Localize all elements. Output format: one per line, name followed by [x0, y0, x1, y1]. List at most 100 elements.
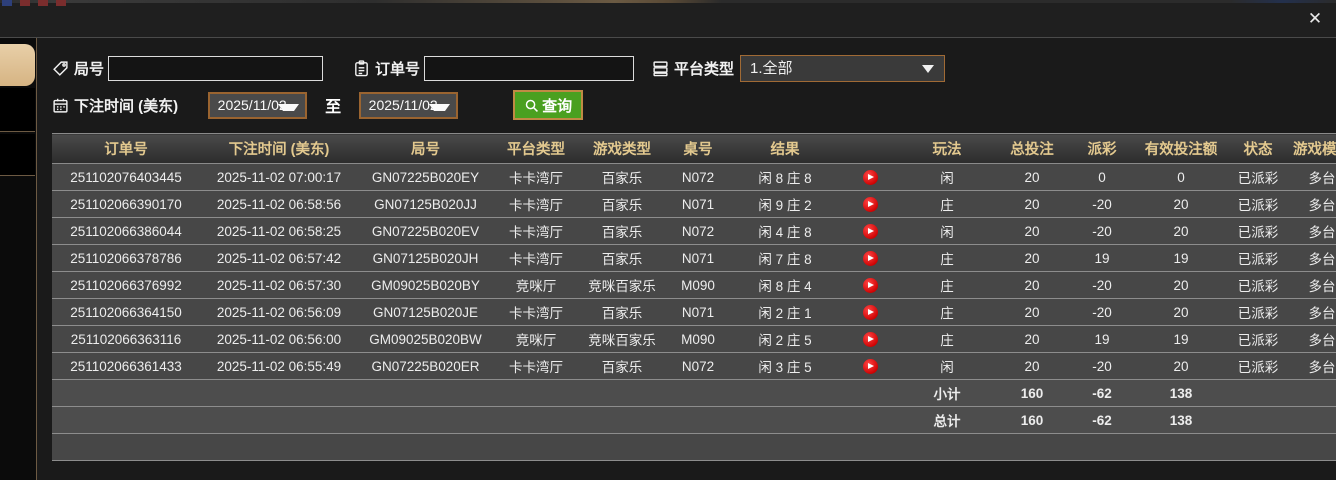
platform-type-selected-value: 1.全部	[750, 59, 793, 77]
summary-empty-cell	[731, 379, 839, 407]
title-bar-accent-strip	[0, 0, 1336, 3]
bet-time-from-datepicker[interactable]: 2025/11/02	[208, 91, 308, 119]
col-header-game-type[interactable]: 游戏类型	[579, 133, 665, 164]
col-header-order-no[interactable]: 订单号	[52, 133, 200, 164]
summary-empty-cell	[665, 379, 731, 407]
sidebar-active-tab[interactable]	[0, 44, 35, 86]
table-empty-row	[52, 433, 1336, 461]
cell-valid-bet: 0	[1133, 163, 1229, 191]
table-summary-row: 总计 160 -62 138	[52, 406, 1336, 434]
table-row[interactable]: 251102076403445 2025-11-02 07:00:17 GN0722…	[52, 163, 1336, 191]
cell-status: 已派彩	[1229, 217, 1287, 245]
cell-game-no: GM09025B020BY	[358, 271, 493, 299]
play-circle-icon[interactable]	[862, 277, 878, 293]
summary-empty-cell	[200, 406, 358, 434]
cell-valid-bet: 19	[1133, 325, 1229, 353]
sidebar-slot-1[interactable]	[0, 88, 35, 132]
cell-bet-time: 2025-11-02 07:00:17	[200, 163, 358, 191]
col-header-replay	[839, 133, 901, 164]
cell-result: 闲 3 庄 5	[731, 352, 839, 380]
cell-table-no: N071	[665, 190, 731, 218]
col-header-result[interactable]: 结果	[731, 133, 839, 164]
cell-payout: 19	[1071, 244, 1133, 272]
cell-result: 闲 8 庄 8	[731, 163, 839, 191]
cell-valid-bet: 20	[1133, 217, 1229, 245]
summary-empty-cell	[358, 379, 493, 407]
sidebar-slot-2[interactable]	[0, 134, 35, 176]
table-row[interactable]: 251102066361433 2025-11-02 06:55:49 GN0722…	[52, 352, 1336, 380]
play-circle-icon[interactable]	[862, 196, 878, 212]
platform-type-select[interactable]: 1.全部	[740, 54, 946, 82]
cell-payout: 0	[1071, 163, 1133, 191]
summary-label: 小计	[901, 379, 993, 407]
col-header-play[interactable]: 玩法	[901, 133, 993, 164]
cell-result: 闲 2 庄 1	[731, 298, 839, 326]
col-header-bet-time[interactable]: 下注时间 (美东)	[200, 133, 358, 164]
summary-empty-cell	[1229, 406, 1287, 434]
cell-total-bet: 20	[993, 325, 1071, 353]
cell-table-no: N071	[665, 244, 731, 272]
summary-empty-cell	[839, 379, 901, 407]
play-circle-icon[interactable]	[862, 223, 878, 239]
cell-order-no: 251102066378786	[52, 244, 200, 272]
table-row[interactable]: 251102066363116 2025-11-02 06:56:00 GM0902…	[52, 325, 1336, 353]
cell-game-type: 竞咪百家乐	[579, 271, 665, 299]
summary-empty-cell	[1287, 379, 1336, 407]
cell-result: 闲 4 庄 8	[731, 217, 839, 245]
cell-order-no: 251102066390170	[52, 190, 200, 218]
cell-result: 闲 9 庄 2	[731, 190, 839, 218]
summary-empty-cell	[839, 406, 901, 434]
close-icon[interactable]: ✕	[1307, 9, 1323, 28]
cell-mode: 多台	[1287, 325, 1336, 353]
cell-table-no: N072	[665, 217, 731, 245]
play-circle-icon[interactable]	[862, 331, 878, 347]
play-circle-icon[interactable]	[862, 250, 878, 266]
play-circle-icon[interactable]	[862, 358, 878, 374]
table-row[interactable]: 251102066378786 2025-11-02 06:57:42 GN0712…	[52, 244, 1336, 272]
cell-payout: -20	[1071, 352, 1133, 380]
game-no-label-group: 局号	[52, 58, 104, 79]
col-header-status[interactable]: 状态	[1229, 133, 1287, 164]
cell-game-type: 竞咪百家乐	[579, 325, 665, 353]
orders-table-container: 订单号 下注时间 (美东) 局号 平台类型 游戏类型 桌号 结果 玩法 总投注 …	[52, 133, 1336, 480]
cell-total-bet: 20	[993, 244, 1071, 272]
tag-icon	[52, 60, 69, 77]
summary-total-bet: 160	[993, 379, 1071, 407]
game-no-input[interactable]	[108, 55, 324, 81]
cell-order-no: 251102066386044	[52, 217, 200, 245]
cell-payout: -20	[1071, 190, 1133, 218]
cell-game-type: 百家乐	[579, 352, 665, 380]
play-circle-icon[interactable]	[862, 169, 878, 185]
summary-label: 总计	[901, 406, 993, 434]
orders-table: 订单号 下注时间 (美东) 局号 平台类型 游戏类型 桌号 结果 玩法 总投注 …	[52, 133, 1336, 461]
play-circle-icon[interactable]	[862, 304, 878, 320]
query-button[interactable]: 查询	[513, 90, 584, 120]
col-header-payout[interactable]: 派彩	[1071, 133, 1133, 164]
table-row[interactable]: 251102066386044 2025-11-02 06:58:25 GN0722…	[52, 217, 1336, 245]
table-row[interactable]: 251102066390170 2025-11-02 06:58:56 GN0712…	[52, 190, 1336, 218]
chevron-down-icon	[922, 64, 935, 73]
table-row[interactable]: 251102066364150 2025-11-02 06:56:09 GN0712…	[52, 298, 1336, 326]
cell-game-no: GN07225B020ER	[358, 352, 493, 380]
table-header-row: 订单号 下注时间 (美东) 局号 平台类型 游戏类型 桌号 结果 玩法 总投注 …	[52, 133, 1336, 164]
cell-platform: 卡卡湾厅	[493, 298, 579, 326]
cell-payout: -20	[1071, 298, 1133, 326]
date-range-separator: 至	[325, 99, 342, 116]
col-header-mode[interactable]: 游戏模式	[1287, 133, 1336, 164]
empty-cell	[1133, 433, 1229, 461]
cell-play: 庄	[901, 298, 993, 326]
col-header-table-no[interactable]: 桌号	[665, 133, 731, 164]
cell-platform: 卡卡湾厅	[493, 190, 579, 218]
cell-table-no: N072	[665, 163, 731, 191]
table-row[interactable]: 251102066376992 2025-11-02 06:57:30 GM0902…	[52, 271, 1336, 299]
col-header-total-bet[interactable]: 总投注	[993, 133, 1071, 164]
cell-valid-bet: 20	[1133, 298, 1229, 326]
order-no-input[interactable]	[424, 55, 635, 81]
order-no-label-group: 订单号	[353, 58, 420, 79]
cell-play: 庄	[901, 271, 993, 299]
bet-time-to-datepicker[interactable]: 2025/11/02	[359, 91, 459, 119]
col-header-valid-bet[interactable]: 有效投注额	[1133, 133, 1229, 164]
col-header-platform[interactable]: 平台类型	[493, 133, 579, 164]
cell-play: 闲	[901, 217, 993, 245]
col-header-game-no[interactable]: 局号	[358, 133, 493, 164]
